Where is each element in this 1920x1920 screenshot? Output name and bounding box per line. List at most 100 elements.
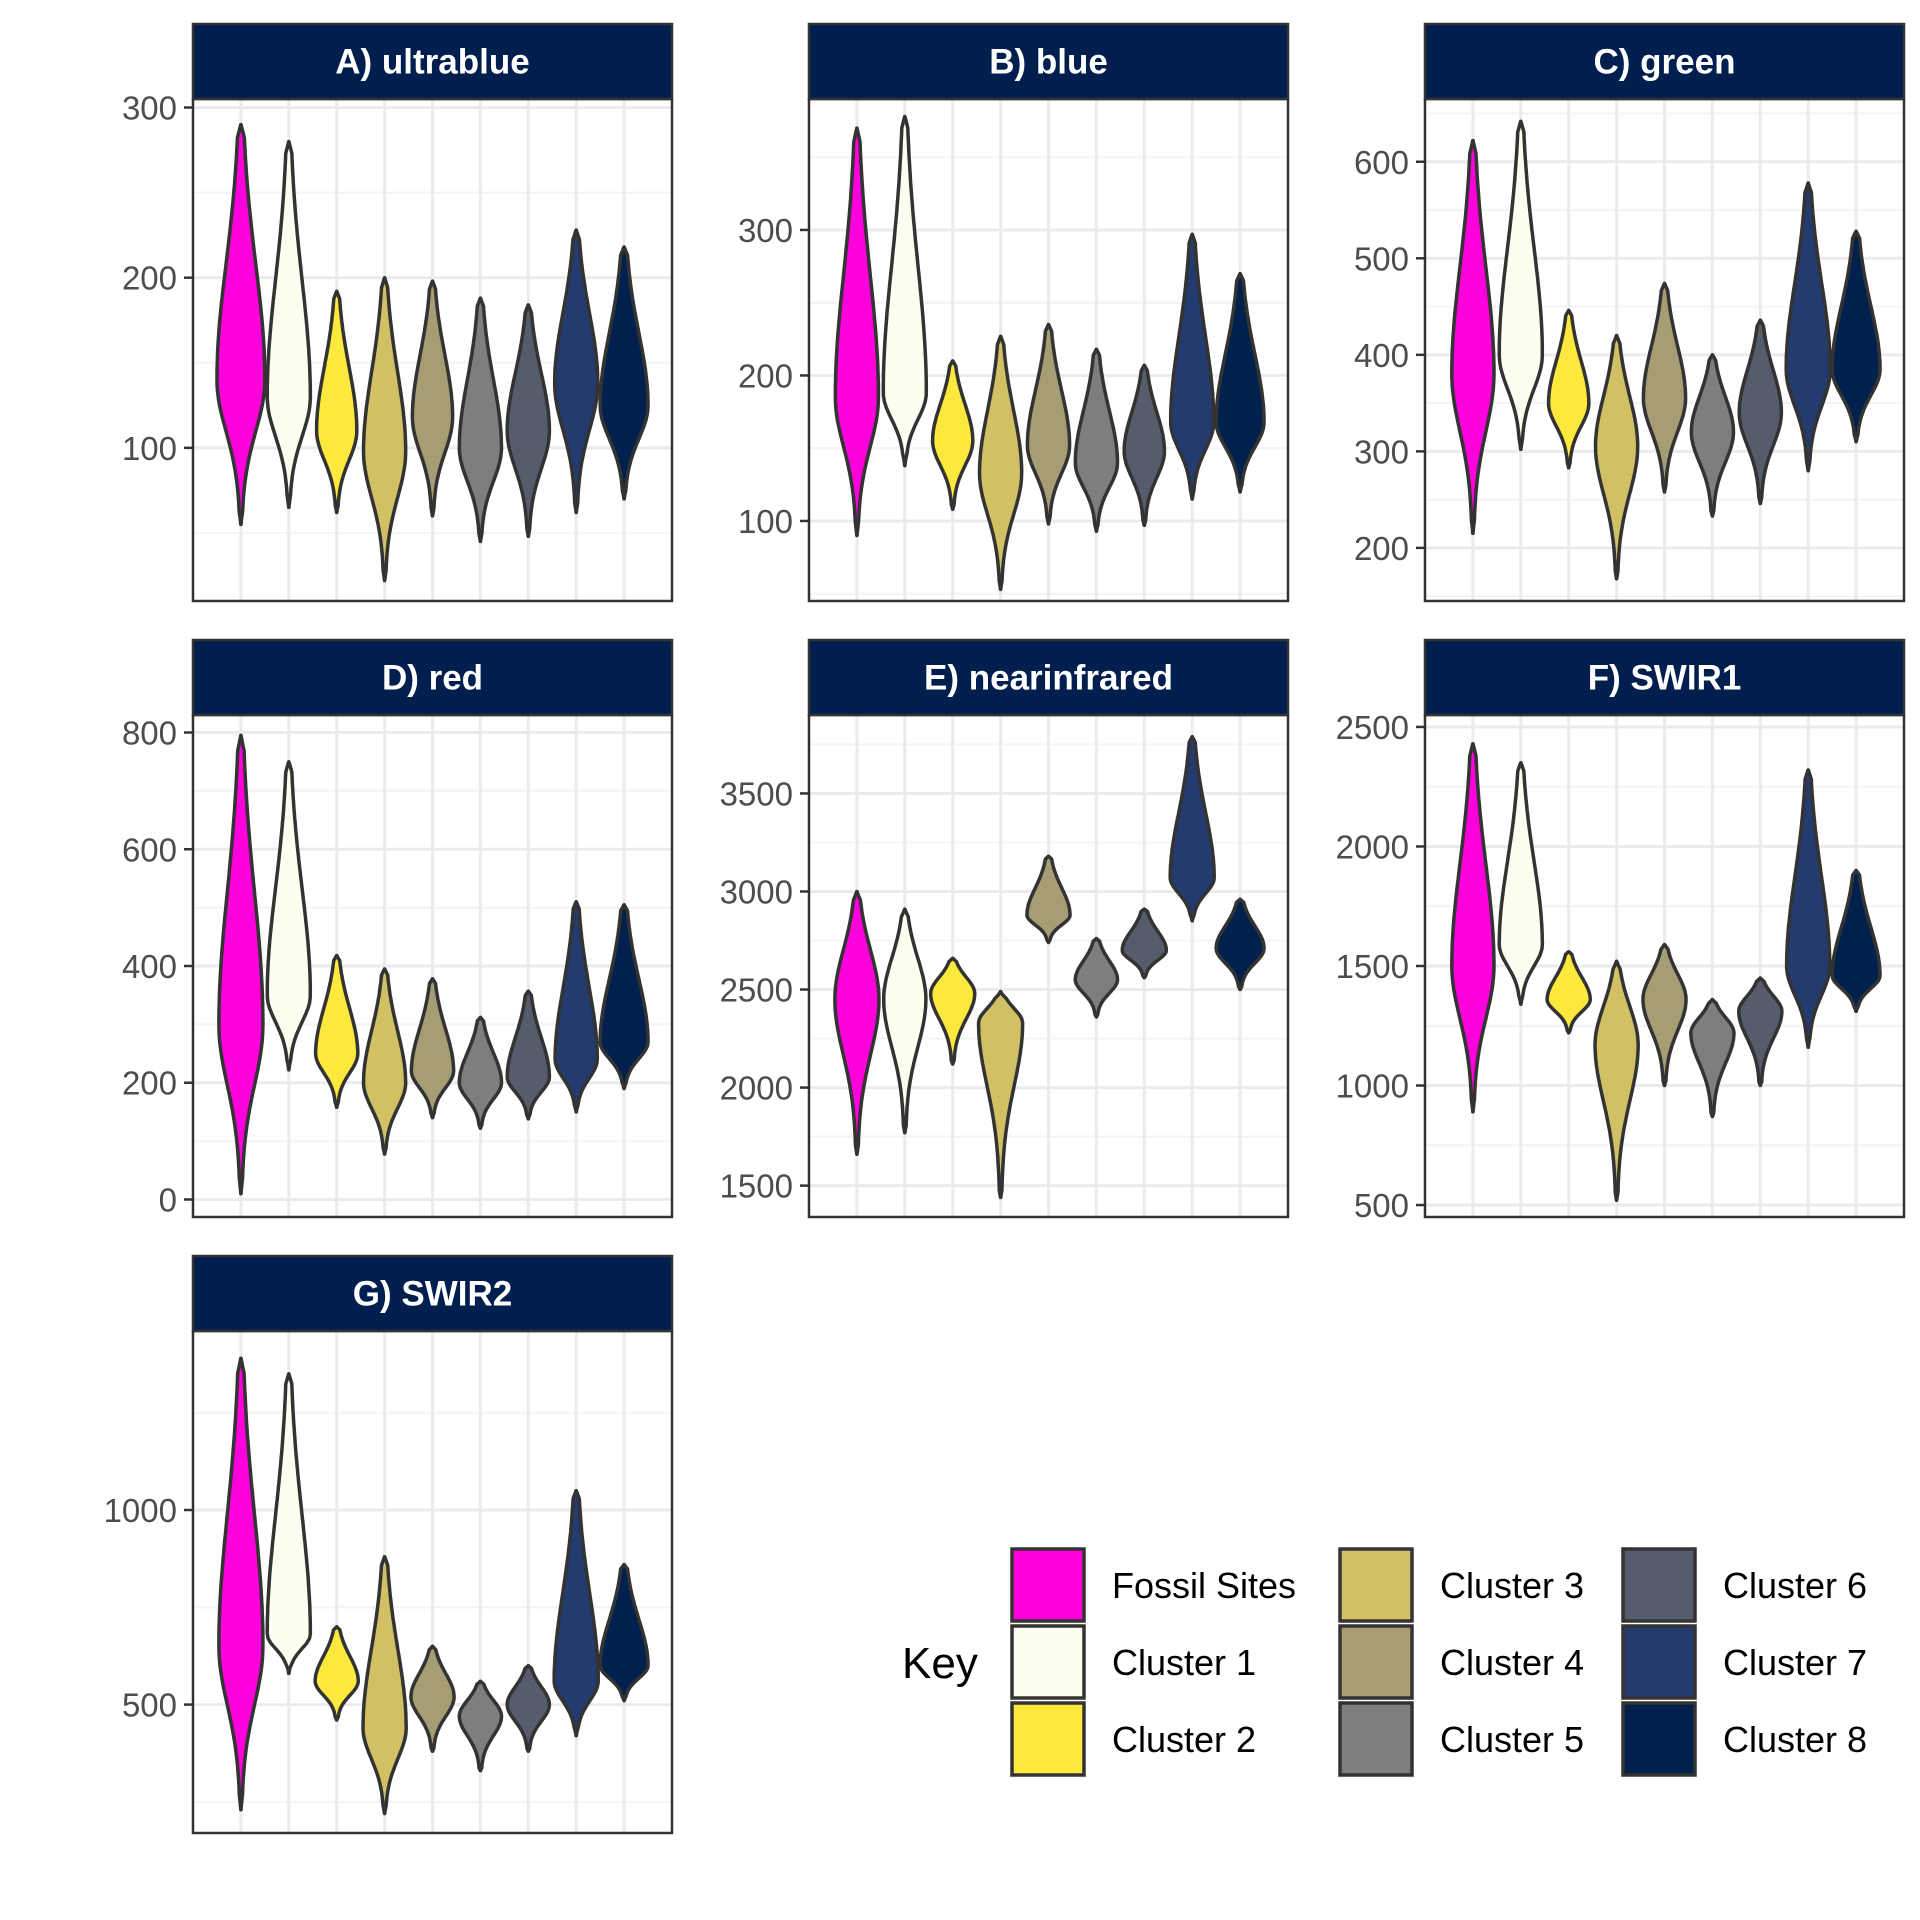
legend-swatch <box>1338 1547 1414 1623</box>
y-tick-label: 400 <box>1354 337 1409 374</box>
violin-cluster-2 <box>928 956 977 1066</box>
y-tick-label: 1500 <box>1336 948 1409 985</box>
violin-cluster-1 <box>881 907 928 1135</box>
violin-fossil-sites <box>1450 741 1496 1114</box>
y-tick-label: 1000 <box>104 1492 177 1529</box>
legend-label: Cluster 2 <box>1112 1719 1256 1760</box>
legend-item-cluster-2: Cluster 2 <box>1010 1701 1256 1777</box>
violin-cluster-4 <box>410 279 455 518</box>
violin-cluster-1 <box>881 114 929 468</box>
panel-g-swir2: 500 1000 G) SWIR2 <box>104 1254 674 1835</box>
legend-swatch <box>1338 1701 1414 1777</box>
violin-cluster-7 <box>552 228 600 515</box>
violin-cluster-5 <box>457 296 504 544</box>
violin-cluster-7 <box>553 900 600 1114</box>
legend-label: Cluster 7 <box>1723 1642 1867 1683</box>
legend-label: Cluster 8 <box>1723 1719 1867 1760</box>
violin-cluster-8 <box>1830 229 1882 444</box>
y-tick-label: 200 <box>122 1065 177 1102</box>
violin-cluster-6 <box>505 303 552 539</box>
y-tick-label: 0 <box>159 1181 177 1218</box>
violin-fossil-sites <box>833 889 881 1157</box>
legend-swatch <box>1338 1624 1414 1700</box>
violin-cluster-5 <box>457 1679 504 1773</box>
violin-cluster-8 <box>1830 868 1882 1014</box>
violin-cluster-4 <box>409 977 456 1120</box>
panel-title: D) red <box>382 659 483 698</box>
violin-cluster-2 <box>1546 308 1591 470</box>
violin-cluster-4 <box>1025 854 1072 945</box>
violin-cluster-5 <box>1073 347 1120 533</box>
panel-title: B) blue <box>989 43 1108 82</box>
violin-cluster-8 <box>1214 897 1266 992</box>
violin-cluster-2 <box>1545 949 1593 1035</box>
y-tick-label: 300 <box>122 90 177 127</box>
y-tick-label: 200 <box>1354 530 1409 567</box>
y-tick-label: 800 <box>122 715 177 752</box>
violin-cluster-3 <box>1593 333 1640 581</box>
violin-cluster-7 <box>552 1488 600 1738</box>
violin-cluster-1 <box>265 1372 313 1676</box>
panel-a-ultrablue: 100 200 300 A) ultrablue <box>122 22 674 603</box>
panel-strip <box>191 1254 674 1333</box>
y-tick-label: 200 <box>738 357 793 394</box>
violin-cluster-3 <box>361 1554 408 1816</box>
violin-cluster-2 <box>313 1625 361 1722</box>
legend-swatch <box>1010 1624 1086 1700</box>
y-tick-label: 500 <box>122 1687 177 1724</box>
violin-cluster-6 <box>505 1663 552 1754</box>
violin-cluster-3 <box>361 967 408 1156</box>
y-tick-label: 3000 <box>720 873 793 910</box>
violin-cluster-3 <box>1593 959 1640 1203</box>
violin-cluster-4 <box>409 1644 456 1754</box>
panel-d-red: 0 200 400 600 800 D) red <box>122 638 674 1218</box>
legend-label: Cluster 4 <box>1440 1642 1584 1683</box>
y-tick-label: 300 <box>1354 433 1409 470</box>
legend-swatch <box>1010 1701 1086 1777</box>
legend-item-cluster-6: Cluster 6 <box>1621 1547 1867 1623</box>
panel-strip <box>1423 22 1906 101</box>
legend-item-cluster-1: Cluster 1 <box>1010 1624 1256 1700</box>
legend-title: Key <box>902 1639 978 1688</box>
violin-cluster-3 <box>976 989 1025 1200</box>
panel-strip <box>191 22 674 101</box>
legend: Key Fossil Sites Cluster 1 Cluster 2 Cluste… <box>902 1547 1867 1777</box>
violin-cluster-1 <box>1497 119 1545 452</box>
violin-cluster-4 <box>1641 281 1688 494</box>
violin-cluster-7 <box>1784 181 1832 473</box>
panel-strip <box>807 22 1290 101</box>
violin-cluster-5 <box>1689 997 1736 1119</box>
violin-cluster-8 <box>598 245 650 501</box>
legend-swatch <box>1621 1701 1697 1777</box>
y-tick-label: 500 <box>1354 1187 1409 1224</box>
panel-c-green: 200 300 400 500 600 C) green <box>1354 22 1906 603</box>
violin-cluster-8 <box>598 1562 650 1703</box>
panel-title: C) green <box>1594 43 1736 82</box>
violin-cluster-1 <box>1497 761 1545 1006</box>
violin-cluster-7 <box>1168 232 1216 501</box>
y-tick-label: 1500 <box>720 1168 793 1205</box>
panel-title: A) ultrablue <box>335 43 529 82</box>
violin-cluster-4 <box>1641 942 1688 1088</box>
y-tick-label: 400 <box>122 948 177 985</box>
y-tick-label: 3500 <box>720 775 793 812</box>
y-tick-label: 300 <box>738 212 793 249</box>
legend-label: Cluster 5 <box>1440 1719 1584 1760</box>
violin-cluster-1 <box>265 139 313 510</box>
violin-cluster-5 <box>457 1015 504 1131</box>
violin-cluster-6 <box>1122 363 1167 528</box>
legend-swatch <box>1621 1547 1697 1623</box>
violin-cluster-7 <box>1784 768 1832 1050</box>
legend-item-fossil-sites: Fossil Sites <box>1010 1547 1296 1623</box>
legend-swatch <box>1010 1547 1086 1623</box>
y-tick-label: 2500 <box>1336 709 1409 746</box>
violin-fossil-sites <box>833 126 881 538</box>
violin-cluster-2 <box>930 359 975 512</box>
legend-item-cluster-7: Cluster 7 <box>1621 1624 1867 1700</box>
violin-cluster-4 <box>1025 322 1072 526</box>
panel-f-swir1: 500 1000 1500 2000 2500 F) SWIR1 <box>1336 638 1906 1224</box>
violin-cluster-5 <box>1073 936 1120 1019</box>
violin-cluster-6 <box>1737 318 1784 506</box>
panel-strip <box>1423 638 1906 717</box>
